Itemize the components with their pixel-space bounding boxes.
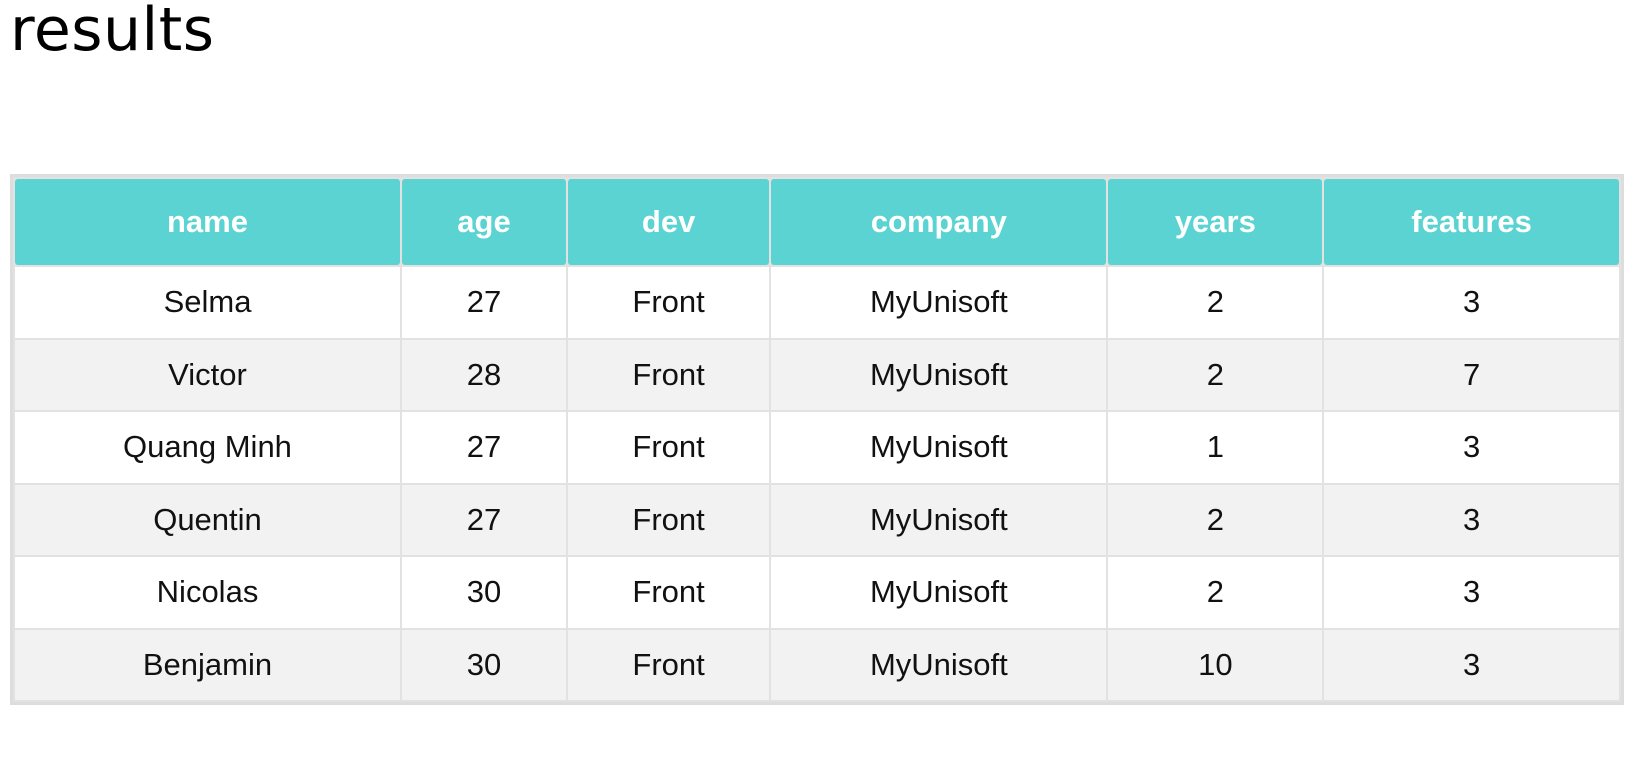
column-header-company[interactable]: company xyxy=(771,179,1107,265)
table-row: Selma 27 Front MyUnisoft 2 3 xyxy=(15,267,1619,338)
cell-age: 30 xyxy=(402,629,566,700)
cell-features: 3 xyxy=(1324,557,1619,628)
cell-features: 3 xyxy=(1324,629,1619,700)
column-header-years[interactable]: years xyxy=(1108,179,1323,265)
cell-name: Victor xyxy=(15,339,400,410)
cell-features: 3 xyxy=(1324,412,1619,483)
cell-dev: Front xyxy=(567,339,770,410)
cell-years: 10 xyxy=(1108,629,1323,700)
cell-age: 27 xyxy=(402,267,566,338)
cell-dev: Front xyxy=(567,267,770,338)
cell-features: 3 xyxy=(1324,267,1619,338)
table-row: Quentin 27 Front MyUnisoft 2 3 xyxy=(15,484,1619,555)
cell-years: 1 xyxy=(1108,412,1323,483)
cell-age: 30 xyxy=(402,557,566,628)
cell-age: 28 xyxy=(402,339,566,410)
cell-company: MyUnisoft xyxy=(771,484,1107,555)
cell-name: Selma xyxy=(15,267,400,338)
cell-name: Quentin xyxy=(15,484,400,555)
column-header-features[interactable]: features xyxy=(1324,179,1619,265)
cell-company: MyUnisoft xyxy=(771,629,1107,700)
cell-company: MyUnisoft xyxy=(771,412,1107,483)
cell-company: MyUnisoft xyxy=(771,339,1107,410)
column-header-age[interactable]: age xyxy=(402,179,566,265)
table-row: Nicolas 30 Front MyUnisoft 2 3 xyxy=(15,557,1619,628)
table-row: Victor 28 Front MyUnisoft 2 7 xyxy=(15,339,1619,410)
cell-dev: Front xyxy=(567,557,770,628)
cell-years: 2 xyxy=(1108,557,1323,628)
cell-features: 3 xyxy=(1324,484,1619,555)
results-table-frame: name age dev company years features Selm… xyxy=(10,174,1624,705)
cell-years: 2 xyxy=(1108,267,1323,338)
cell-years: 2 xyxy=(1108,484,1323,555)
cell-age: 27 xyxy=(402,412,566,483)
cell-dev: Front xyxy=(567,484,770,555)
table-row: Quang Minh 27 Front MyUnisoft 1 3 xyxy=(15,412,1619,483)
cell-name: Nicolas xyxy=(15,557,400,628)
cell-years: 2 xyxy=(1108,339,1323,410)
cell-name: Benjamin xyxy=(15,629,400,700)
results-table: name age dev company years features Selm… xyxy=(13,177,1621,702)
page-title: results xyxy=(10,0,215,65)
cell-age: 27 xyxy=(402,484,566,555)
table-header-row: name age dev company years features xyxy=(15,179,1619,265)
cell-company: MyUnisoft xyxy=(771,557,1107,628)
cell-dev: Front xyxy=(567,629,770,700)
cell-company: MyUnisoft xyxy=(771,267,1107,338)
cell-name: Quang Minh xyxy=(15,412,400,483)
column-header-dev[interactable]: dev xyxy=(567,179,770,265)
column-header-name[interactable]: name xyxy=(15,179,400,265)
table-row: Benjamin 30 Front MyUnisoft 10 3 xyxy=(15,629,1619,700)
cell-dev: Front xyxy=(567,412,770,483)
cell-features: 7 xyxy=(1324,339,1619,410)
